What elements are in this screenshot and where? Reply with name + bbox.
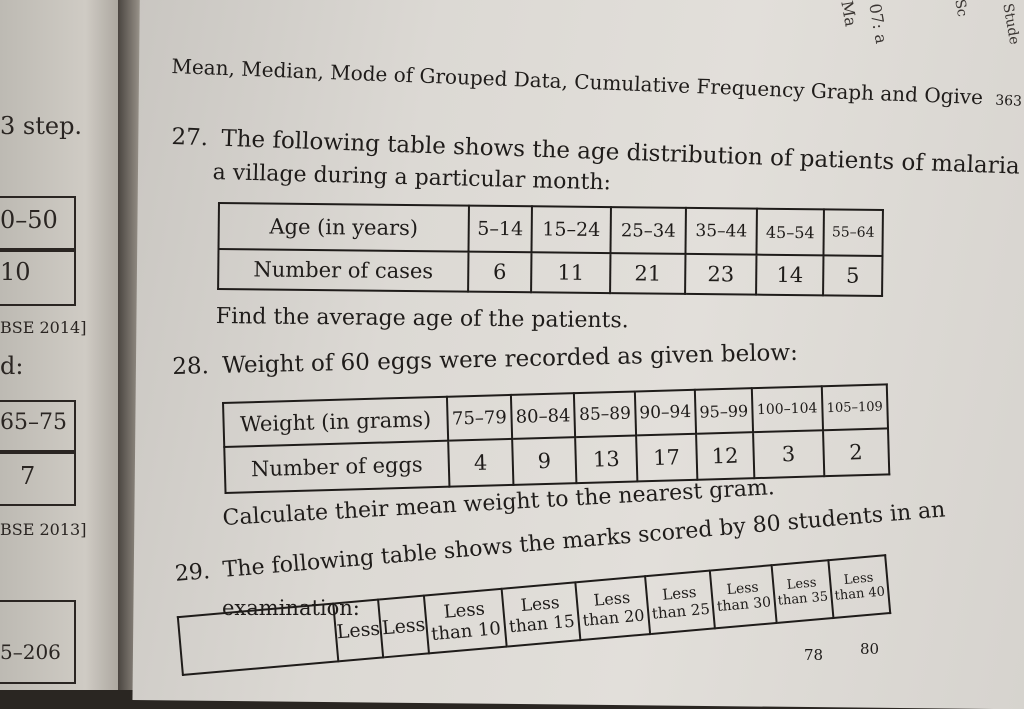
q27-cases-5: 14 [756,254,824,296]
q28-weight-3: 85–89 [574,391,636,438]
left-box-2 [0,248,76,306]
left-box-3-text: 65–75 [0,410,67,435]
q27-cases-1: 6 [468,251,532,293]
left-page [0,0,122,690]
q27-age-5: 45–54 [756,208,824,256]
q27-cases-6: 5 [823,255,883,296]
q28-eggs-3: 13 [575,435,638,484]
q29-header-6: Less than 25 [644,570,716,635]
side-text-3: Sc [951,0,971,18]
left-box-1-text: 0–50 [0,206,58,234]
q27-cases-2: 11 [531,252,611,294]
q28-weight-1: 75–79 [446,394,512,441]
q27-find-text: Find the average age of the patients. [215,304,629,334]
q27-number: 27. [171,124,209,152]
q28-eggs-5: 12 [695,432,755,480]
q29-header-1: Less [333,599,384,662]
left-box-2-text: 10 [0,258,31,286]
left-bottom-text: 5–206 [0,640,61,664]
q28-row2-label: Number of eggs [224,440,450,493]
q29-header-3: Less than 10 [423,588,507,654]
left-box-4 [0,450,76,506]
q28-table: Weight (in grams) 75–79 80–84 85–89 90–9… [222,383,890,494]
q29-number: 29. [174,559,211,587]
left-step-text: 3 step. [0,112,83,140]
q27-cases-4: 23 [685,253,757,295]
q28-weight-4: 90–94 [634,389,696,436]
q29-value-80: 80 [860,640,880,658]
q28-eggs-2: 9 [511,437,577,485]
q29-header-blank [177,603,339,675]
q29-header-2: Less [378,595,429,658]
q27-row2-label: Number of cases [218,249,469,292]
q29-header-4: Less than 15 [501,582,581,647]
q29-header-8: Less than 35 [771,560,834,623]
side-text-1: Ma [837,0,861,28]
q27-age-4: 35–44 [685,207,758,255]
q29-header-5: Less than 20 [575,576,650,641]
q28-weight-7: 105–109 [821,384,888,431]
q28-eggs-6: 3 [752,430,825,479]
q29-text-line2: examination: [222,596,360,620]
q28-weight-2: 80–84 [510,393,576,439]
q27-age-1: 5–14 [468,205,533,253]
left-ref-2: BSE 2013] [0,520,87,539]
left-box-4-text: 7 [20,462,36,490]
left-box-1 [0,196,76,252]
q28-eggs-7: 2 [822,428,890,477]
q27-table: Age (in years) 5–14 15–24 25–34 35–44 45… [217,202,884,297]
q29-value-78: 78 [804,646,824,664]
q28-weight-6: 100–104 [751,386,823,433]
q27-age-6: 55–64 [823,209,883,256]
q27-age-3: 25–34 [610,207,687,254]
q28-eggs-4: 17 [635,433,698,482]
left-ref-1: BSE 2014] [0,318,87,337]
q27-row1-label: Age (in years) [218,203,469,252]
q28-eggs-1: 4 [448,438,514,487]
q27-cases-3: 21 [610,253,686,294]
q28-weight-5: 95–99 [694,388,753,434]
q29-header-7: Less than 30 [710,565,777,629]
q29-header-9: Less than 40 [828,555,891,619]
left-d-text: d: [0,352,24,380]
q28-row1-label: Weight (in grams) [223,396,449,447]
q28-number: 28. [172,353,210,380]
q27-age-2: 15–24 [531,206,612,254]
left-box-3 [0,400,76,454]
page-number: 363 [994,92,1023,110]
